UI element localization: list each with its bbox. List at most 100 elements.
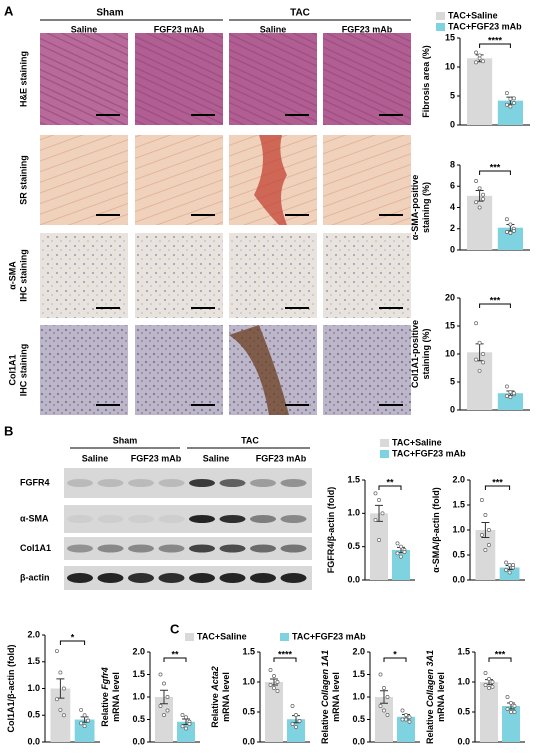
data-point: [158, 672, 163, 677]
data-point: [504, 560, 509, 565]
data-point: [378, 704, 383, 708]
data-point: [477, 205, 482, 210]
y-axis-label-part: mRNA level: [111, 672, 121, 722]
sig-bracket: [59, 640, 86, 645]
data-point: [487, 686, 491, 690]
y-tick-label: 15: [445, 32, 455, 42]
y-axis-label: Relative Acta2: [210, 666, 220, 728]
data-point: [505, 707, 510, 711]
blot-band: [250, 544, 276, 553]
y-tick-label: 2.0: [132, 646, 145, 656]
treatment-label: FGF23 mAb: [342, 24, 393, 34]
histology-image: [135, 325, 223, 415]
y-tick-label: 0.0: [352, 736, 365, 746]
legend-label: TAC+Saline: [448, 10, 498, 20]
data-point: [487, 677, 491, 681]
blot-band: [219, 573, 246, 583]
data-point: [477, 368, 482, 373]
data-point: [481, 59, 486, 64]
data-point: [486, 528, 491, 532]
blot-band: [280, 544, 307, 553]
data-point: [399, 544, 403, 549]
data-point: [404, 713, 408, 717]
blot-band: [250, 573, 276, 583]
y-tick-label: 1.5: [27, 656, 40, 666]
blot-band: [128, 515, 154, 523]
y-tick-label: 0.5: [347, 541, 360, 551]
y-tick-label: 0.0: [27, 736, 40, 746]
y-axis-label: α-SMA/β-actin (fold): [431, 487, 441, 573]
blot-band: [158, 479, 185, 487]
y-axis-label-part: FGFR4/β-actin (fold): [326, 487, 336, 573]
y-tick-label: 1.0: [132, 691, 145, 701]
data-point: [54, 649, 59, 654]
y-tick-label: 0.0: [242, 736, 255, 746]
blot-band: [280, 515, 307, 523]
legend-swatch: [380, 450, 389, 458]
data-point: [373, 491, 378, 496]
blot-band: [189, 573, 215, 583]
blot-band: [97, 479, 124, 487]
y-axis-label: Relative Collagen 3A1: [425, 650, 435, 744]
error-bar: [160, 689, 168, 705]
data-point: [481, 352, 486, 356]
sig-bracket: [488, 657, 512, 662]
y-tick-label: 20: [445, 292, 455, 302]
data-point: [474, 357, 479, 362]
y-tick-label: 0.0: [132, 736, 145, 746]
y-tick-label: 4: [450, 202, 455, 212]
protein-label: β-actin: [20, 572, 50, 582]
blot-band: [67, 544, 93, 553]
data-point: [290, 722, 295, 726]
error-bar: [380, 690, 388, 704]
data-point: [180, 724, 185, 729]
data-point: [58, 707, 63, 712]
blot-band: [250, 515, 276, 523]
blot-band: [158, 573, 185, 583]
data-point: [505, 695, 510, 699]
data-point: [79, 707, 84, 712]
data-point: [512, 710, 517, 714]
bar: [375, 697, 393, 742]
blot-band: [158, 515, 185, 523]
bar: [502, 706, 520, 742]
blot-band: [189, 479, 215, 487]
y-axis-label-part: staining (%): [421, 328, 431, 379]
blot-strip: [64, 505, 312, 533]
blot-band: [189, 544, 215, 553]
legend-label: TAC+FGF23 mAb: [292, 631, 366, 641]
y-axis-label-part: Fibrosis area (%): [421, 45, 431, 118]
data-point: [61, 713, 66, 718]
y-tick-label: 1.5: [347, 474, 360, 484]
bar: [480, 682, 498, 742]
data-point: [474, 50, 479, 55]
y-tick-label: 0.5: [352, 714, 365, 724]
blot-band: [219, 479, 246, 487]
data-point: [511, 96, 516, 101]
legend-label: TAC+Saline: [197, 631, 247, 641]
gene-name: Fgfr4: [100, 667, 110, 690]
y-tick-label: 5: [450, 376, 455, 386]
blot-band: [219, 515, 246, 523]
y-axis-label: Relative Collagen 1A1: [320, 650, 330, 744]
sig-bracket: [484, 485, 511, 490]
row-label: SR staining: [18, 155, 28, 205]
protein-label: FGFR4: [20, 477, 50, 487]
y-axis-label-part: Relative: [320, 710, 330, 745]
y-tick-label: 5: [450, 90, 455, 100]
data-point: [162, 713, 166, 717]
data-point: [385, 695, 390, 699]
bar: [475, 530, 496, 580]
bar: [392, 550, 410, 580]
blot-band: [97, 544, 124, 553]
y-tick-label: 0.0: [452, 574, 465, 584]
histology-image: [40, 325, 128, 415]
data-point: [481, 197, 486, 201]
data-point: [508, 395, 513, 400]
y-tick-label: 1.0: [242, 676, 255, 686]
y-tick-label: 0.5: [27, 710, 40, 720]
data-point: [504, 91, 509, 96]
data-point: [477, 340, 482, 345]
data-point: [275, 689, 280, 693]
